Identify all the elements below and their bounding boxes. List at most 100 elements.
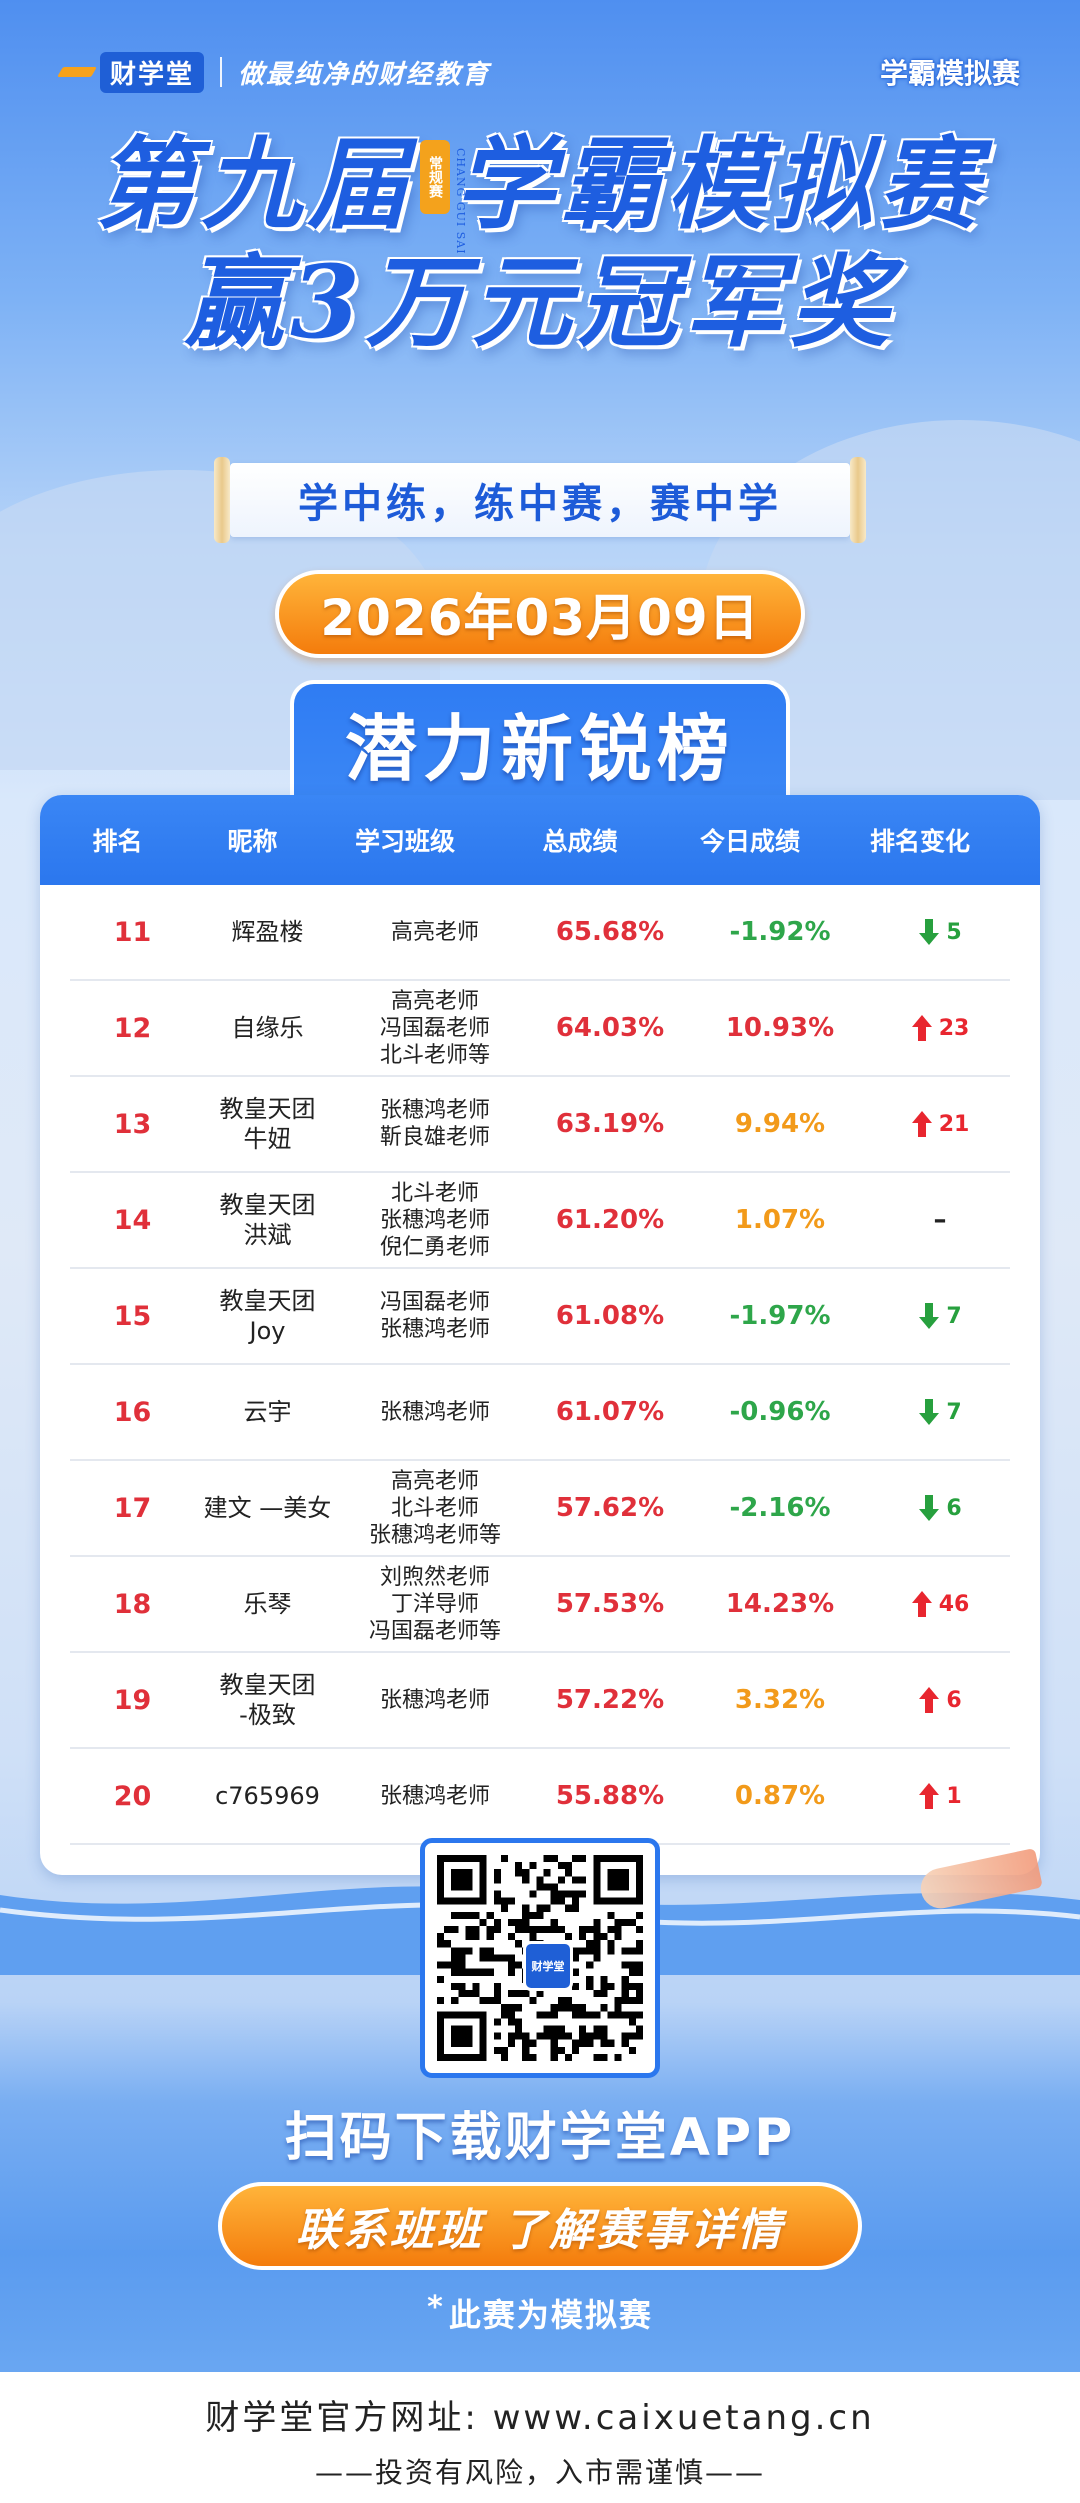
total-score-cell: 61.08%: [555, 1301, 665, 1331]
today-score-cell: 9.94%: [734, 1109, 826, 1139]
table-header: 排名 昵称 学习班级 总成绩 今日成绩 排名变化: [40, 795, 1040, 885]
nickname-cell: 教皇天团 -极致: [219, 1671, 316, 1729]
nickname-cell: 辉盈楼: [231, 918, 304, 946]
nickname-cell: 云宇: [243, 1398, 292, 1426]
brand-logo: 财学堂: [100, 51, 205, 93]
table-row: 11 辉盈楼 高亮老师 65.68% -1.92% 5: [70, 885, 1010, 981]
list-title: 潜力新锐榜: [344, 705, 735, 791]
class-cell: 冯国磊老师 张穗鸿老师: [379, 1290, 490, 1342]
table-row: 18 乐琴 刘煦然老师 丁洋导师 冯国磊老师等 57.53% 14.23% 46: [70, 1557, 1010, 1653]
total-score-cell: 57.53%: [555, 1589, 665, 1619]
today-score-cell: 1.07%: [734, 1205, 826, 1235]
headline-line1: 第九届 学霸模拟赛: [95, 125, 985, 243]
rank-cell: 14: [113, 1204, 152, 1236]
arrow-up-icon: [918, 1686, 940, 1714]
nickname-cell: 教皇天团 洪斌: [219, 1191, 316, 1249]
rank-change-cell: 5: [870, 918, 1010, 946]
no-change-dash: –: [933, 1205, 947, 1235]
table-row: 16 云宇 张穗鸿老师 61.07% -0.96% 7: [70, 1365, 1010, 1461]
rank-change-cell: 1: [870, 1782, 1010, 1810]
contact-button[interactable]: 联系班班 了解赛事详情: [218, 2182, 862, 2270]
scan-prompt: 扫码下载财学堂APP: [284, 2108, 796, 2168]
rank-change-value: 23: [938, 1015, 970, 1041]
arrow-down-icon: [918, 1494, 940, 1522]
event-tag: 学霸模拟赛: [879, 57, 1020, 90]
class-cell: 高亮老师 北斗老师 张穗鸿老师等: [368, 1468, 501, 1548]
arrow-up-icon: [911, 1590, 933, 1618]
rank-change-cell: 6: [870, 1494, 1010, 1522]
today-score-cell: -1.97%: [729, 1301, 831, 1331]
graduation-cap-icon: [60, 61, 94, 83]
footer: 财学堂官方网址: www.caixuetang.cn ——投资有风险，入市需谨慎…: [0, 2372, 1080, 2503]
qr-logo: 财学堂: [523, 1941, 573, 1991]
rank-cell: 13: [113, 1108, 152, 1140]
total-score-cell: 55.88%: [555, 1781, 665, 1811]
header-rank: 排名: [92, 827, 143, 856]
class-cell: 张穗鸿老师: [379, 1399, 490, 1425]
table-row: 12 自缘乐 高亮老师 冯国磊老师 北斗老师等 64.03% 10.93% 23: [70, 981, 1010, 1077]
rank-change-value: 7: [946, 1399, 962, 1425]
today-score-cell: -1.92%: [729, 917, 831, 947]
seal-badge: 常规赛: [420, 140, 450, 214]
nickname-cell: 教皇天团 牛妞: [219, 1095, 316, 1153]
nickname-cell: c765969: [215, 1782, 320, 1810]
today-score-cell: 14.23%: [725, 1589, 835, 1619]
nickname-cell: 乐琴: [243, 1590, 292, 1618]
brand-slogan: 做最纯净的财经教育: [238, 59, 491, 90]
rank-change-value: 46: [938, 1591, 970, 1617]
rank-cell: 16: [113, 1396, 152, 1428]
motto-scroll: 学中练，练中赛，赛中学: [214, 457, 866, 543]
arrow-up-icon: [911, 1110, 933, 1138]
headline: 第九届 学霸模拟赛 赢3万元冠军奖: [0, 125, 1080, 361]
header-today: 今日成绩: [699, 827, 800, 856]
class-cell: 高亮老师: [390, 919, 479, 945]
table-row: 17 建文 —美女 高亮老师 北斗老师 张穗鸿老师等 57.62% -2.16% 6: [70, 1461, 1010, 1557]
rank-change-cell: 7: [870, 1302, 1010, 1330]
class-cell: 张穗鸿老师: [379, 1687, 490, 1713]
note-text: 此赛为模拟赛: [448, 2296, 653, 2334]
rank-change-value: 5: [946, 919, 962, 945]
rank-change-value: 7: [946, 1303, 962, 1329]
disclaimer-note: * 此赛为模拟赛: [0, 2290, 1080, 2336]
today-score-cell: 0.87%: [734, 1781, 826, 1811]
class-cell: 高亮老师 冯国磊老师 北斗老师等: [379, 988, 490, 1068]
rank-change-value: 1: [946, 1783, 962, 1809]
class-cell: 张穗鸿老师 靳良雄老师: [379, 1098, 490, 1150]
rank-cell: 11: [113, 916, 152, 948]
rank-cell: 12: [113, 1012, 152, 1044]
today-score-cell: 10.93%: [725, 1013, 835, 1043]
rank-change-cell: 23: [870, 1014, 1010, 1042]
header-nickname: 昵称: [227, 827, 278, 856]
rank-change-value: 6: [946, 1687, 962, 1713]
header-change: 排名变化: [869, 827, 970, 856]
headline-line2: 赢3万元冠军奖: [184, 243, 896, 361]
seal-english: CHANG GUI SAI: [454, 148, 467, 255]
today-score-cell: -0.96%: [729, 1397, 831, 1427]
rank-change-cell: 21: [870, 1110, 1010, 1138]
contact-text: 联系班班 了解赛事详情: [295, 2205, 785, 2256]
total-score-cell: 57.62%: [555, 1493, 665, 1523]
nickname-cell: 自缘乐: [231, 1014, 304, 1042]
arrow-up-icon: [911, 1014, 933, 1042]
rank-change-cell: –: [870, 1205, 1010, 1235]
table-body: 11 辉盈楼 高亮老师 65.68% -1.92% 5 12 自缘乐 高亮老师 冯国磊老师 北斗…: [40, 885, 1040, 1845]
rank-cell: 20: [113, 1780, 152, 1812]
rank-change-value: 6: [946, 1495, 962, 1521]
nickname-cell: 教皇天团 Joy: [219, 1287, 316, 1345]
arrow-down-icon: [918, 918, 940, 946]
rank-change-cell: 6: [870, 1686, 1010, 1714]
arrow-down-icon: [918, 1398, 940, 1426]
divider: [220, 57, 223, 87]
table-row: 14 教皇天团 洪斌 北斗老师 张穗鸿老师 倪仁勇老师 61.20% 1.07% –: [70, 1173, 1010, 1269]
class-cell: 刘煦然老师 丁洋导师 冯国磊老师等: [368, 1564, 501, 1644]
class-cell: 北斗老师 张穗鸿老师 倪仁勇老师: [379, 1180, 490, 1260]
total-score-cell: 63.19%: [555, 1109, 665, 1139]
arrow-down-icon: [918, 1302, 940, 1330]
rank-cell: 19: [113, 1684, 152, 1716]
header-total: 总成绩: [542, 827, 618, 856]
qr-code[interactable]: 财学堂: [420, 1838, 660, 2078]
rank-change-cell: 7: [870, 1398, 1010, 1426]
table-row: 13 教皇天团 牛妞 张穗鸿老师 靳良雄老师 63.19% 9.94% 21: [70, 1077, 1010, 1173]
website-url[interactable]: 财学堂官方网址: www.caixuetang.cn: [205, 2398, 875, 2438]
